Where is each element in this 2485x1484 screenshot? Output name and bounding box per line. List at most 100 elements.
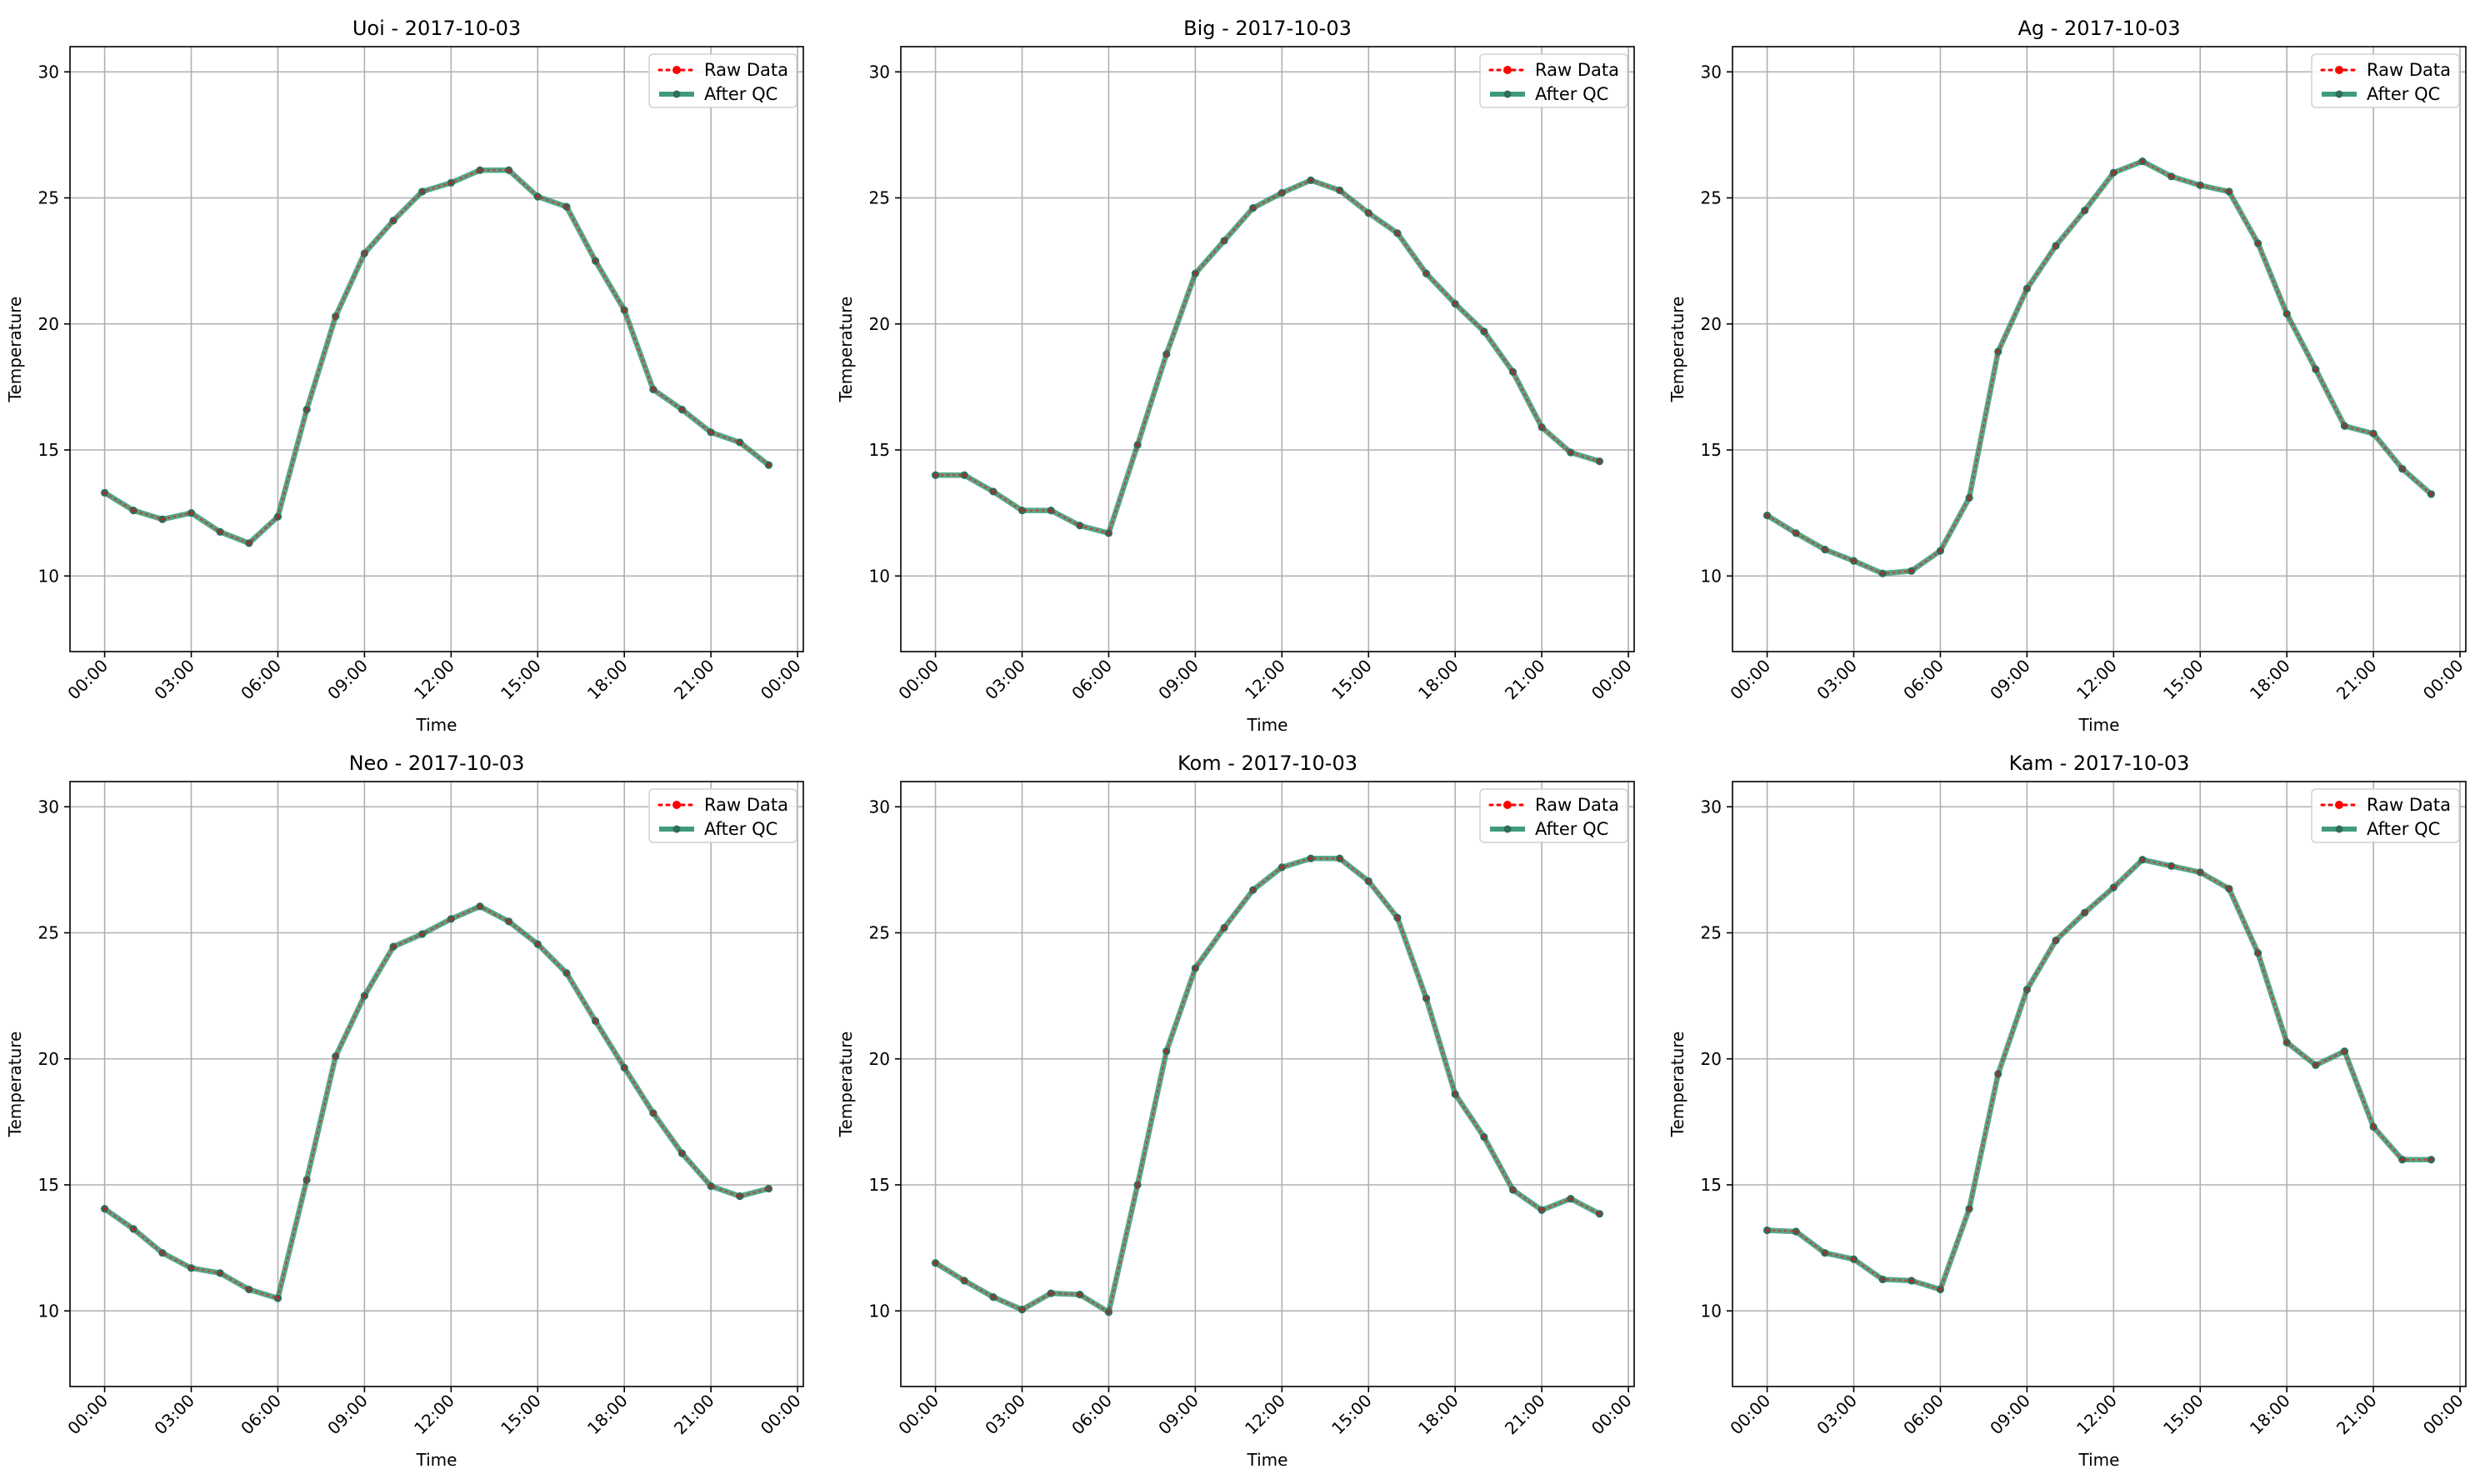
legend-after-qc-marker (672, 825, 681, 833)
x-tick-label: 18:00 (2246, 1391, 2294, 1439)
series-raw-data-point (189, 1266, 193, 1271)
y-tick-label: 25 (869, 923, 890, 943)
x-tick-label: 15:00 (2159, 1391, 2208, 1439)
series-raw-data-point (2313, 367, 2318, 372)
y-tick-label: 10 (38, 566, 59, 586)
x-tick-label: 00:00 (2419, 656, 2468, 704)
y-tick-label: 25 (38, 923, 59, 943)
series-raw-data-point (304, 1177, 309, 1182)
axes-frame (1732, 781, 2467, 1387)
series-raw-data-point (1251, 887, 1255, 892)
x-tick-label: 09:00 (1154, 656, 1202, 704)
series-raw-data-point (2198, 870, 2202, 875)
y-tick-label: 25 (38, 188, 59, 208)
y-axis-label: Temperature (1668, 297, 1688, 403)
x-tick-label: 06:00 (237, 656, 285, 704)
x-axis-label: Time (416, 715, 458, 735)
series-raw-data-point (2284, 312, 2289, 316)
x-tick-label: 00:00 (894, 1391, 942, 1439)
series-raw-data-point (1193, 271, 1198, 276)
series-raw-data-point (2429, 1157, 2433, 1162)
series-raw-data-point (1107, 531, 1111, 536)
series-raw-data-point (1135, 442, 1140, 447)
x-tick-label: 06:00 (1068, 656, 1116, 704)
series-raw-data-point (362, 993, 367, 998)
series-raw-data-point (1164, 352, 1169, 357)
x-axis-label: Time (2078, 1450, 2120, 1470)
legend-raw-data-marker (2335, 801, 2343, 809)
series-raw-data-point (160, 517, 165, 522)
series-after-qc-point (1994, 1070, 2002, 1078)
y-tick-label: 20 (869, 1049, 890, 1069)
series-raw-data-point (304, 407, 309, 412)
series-raw-data-point (708, 430, 713, 435)
axes-frame (69, 781, 804, 1387)
series-raw-data-point (738, 1194, 742, 1198)
series-raw-data-point (767, 462, 771, 467)
y-axis-label: Temperature (836, 1032, 856, 1138)
legend-raw-data-marker (1503, 801, 1512, 809)
series-raw-data-point (2112, 170, 2116, 175)
legend: Raw Data After QC (2311, 788, 2460, 843)
x-tick-label: 00:00 (1726, 656, 1774, 704)
y-tick-label: 10 (38, 1301, 59, 1321)
series-raw-data-point (1280, 865, 1284, 870)
x-tick-label: 12:00 (1241, 1391, 1289, 1439)
series-raw-data-point (276, 1296, 280, 1301)
chart-title: Neo - 2017-10-03 (349, 752, 525, 775)
x-tick-label: 12:00 (410, 1391, 458, 1439)
x-tick-label: 15:00 (2159, 656, 2208, 704)
series-raw-data-point (962, 472, 967, 477)
x-axis-label: Time (2078, 715, 2120, 735)
series-raw-data-point (2371, 432, 2376, 436)
series-raw-data-point (478, 167, 482, 172)
x-tick-label: 21:00 (1501, 656, 1549, 704)
chart-title: Uoi - 2017-10-03 (352, 17, 521, 40)
legend-after-qc-label: After QC (2367, 84, 2440, 104)
series-raw-data-point (1996, 349, 2001, 354)
series-after-qc-line (1764, 158, 2434, 577)
series-raw-data-point (1996, 1072, 2001, 1077)
series-after-qc-point (1162, 350, 1171, 358)
legend-after-qc-label: After QC (2367, 819, 2440, 839)
series-raw-data-point (1511, 1187, 1515, 1192)
series-raw-data-point (593, 1019, 598, 1023)
chart-panel-4: 10 15 20 25 30 00:00 03:00 06:00 09:00 12:00 15:00… (5, 752, 805, 1470)
legend: Raw Data After QC (1479, 788, 1628, 843)
series-raw-data-point (333, 1054, 338, 1059)
y-tick-label: 25 (1701, 188, 1722, 208)
x-tick-label: 12:00 (1241, 656, 1289, 704)
series-after-qc-point (476, 166, 484, 174)
series-raw-data-point (2400, 467, 2405, 471)
series-raw-data-point (478, 904, 482, 909)
series-raw-data-point (1048, 508, 1053, 512)
series-raw-data-point (1852, 558, 1856, 563)
series-raw-data-point (2140, 857, 2145, 862)
chart-panel-5: 10 15 20 25 30 00:00 03:00 06:00 09:00 12:00 15:00… (836, 752, 1636, 1470)
x-tick-label: 21:00 (2332, 656, 2381, 704)
series-raw-data-point (564, 971, 569, 976)
series-raw-data-point (1193, 966, 1198, 971)
series-raw-data-point (1880, 1277, 1885, 1282)
x-tick-label: 06:00 (237, 1391, 285, 1439)
series-raw-data-point (991, 1295, 996, 1299)
series-raw-data-point (1395, 916, 1400, 920)
series-raw-data-point (1164, 1049, 1169, 1053)
series-raw-data-point (2082, 208, 2087, 212)
x-axis-label: Time (1247, 715, 1288, 735)
y-axis-label: Temperature (5, 1032, 25, 1138)
y-tick-label: 30 (1701, 62, 1722, 82)
series-raw-data-point (651, 387, 656, 392)
legend: Raw Data After QC (2311, 53, 2460, 108)
series-raw-data-point (1822, 1251, 1828, 1255)
legend-raw-data-marker (672, 66, 681, 74)
series-raw-data-point (1909, 568, 1914, 573)
series-raw-data-point (1395, 231, 1400, 236)
x-tick-label: 06:00 (1068, 1391, 1116, 1439)
series-raw-data-point (333, 314, 338, 318)
x-tick-label: 12:00 (2072, 656, 2121, 704)
series-after-qc-point (1849, 557, 1858, 565)
x-tick-label: 18:00 (1414, 656, 1462, 704)
series-raw-data-point (2112, 885, 2116, 890)
